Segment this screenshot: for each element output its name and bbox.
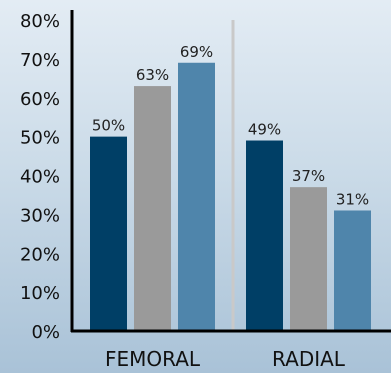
data-label: 31% [336, 190, 369, 208]
data-label: 63% [136, 66, 169, 84]
y-tick-label: 0% [31, 322, 60, 343]
data-label: 49% [248, 121, 281, 139]
plot-area: 50% 49% 63% 37% 69% 31% 0% 10% 20% 30% 40% 50% 60% 70… [20, 10, 391, 371]
bar-radial-3 [334, 210, 371, 331]
y-tick-label: 80% [20, 11, 60, 32]
y-tick-label: 60% [20, 89, 60, 110]
y-tick-label: 20% [20, 244, 60, 265]
data-label: 37% [292, 167, 325, 185]
category-label-radial: RADIAL [272, 347, 346, 371]
y-tick-label: 30% [20, 205, 60, 226]
y-tick-label: 10% [20, 283, 60, 304]
bar-femoral-2 [134, 86, 171, 332]
data-label: 50% [92, 117, 125, 135]
bar-femoral-1 [90, 136, 127, 331]
category-label-femoral: FEMORAL [105, 347, 201, 371]
bar-radial-2 [290, 187, 327, 331]
y-tick-label: 50% [20, 128, 60, 149]
data-label: 69% [180, 43, 213, 61]
y-tick-label: 70% [20, 50, 60, 71]
bar-femoral-3 [178, 62, 215, 331]
y-tick-label: 40% [20, 167, 60, 188]
bar-radial-1 [246, 140, 283, 331]
